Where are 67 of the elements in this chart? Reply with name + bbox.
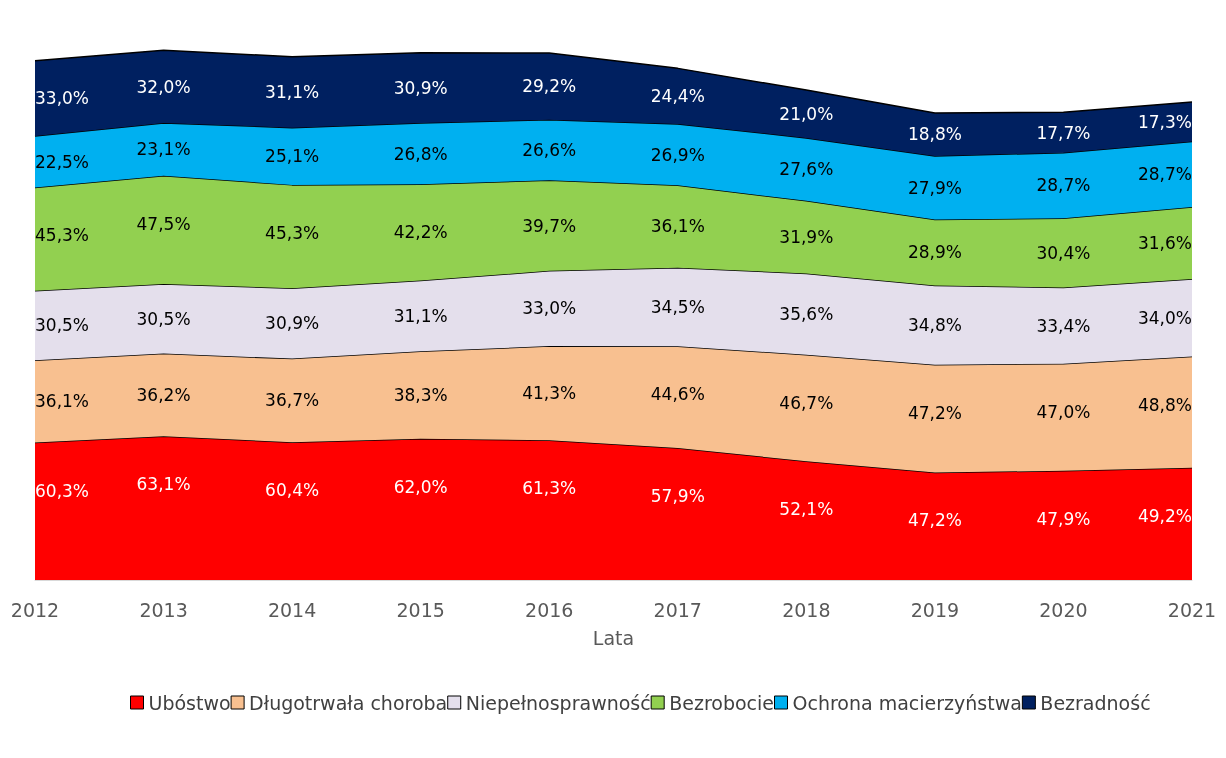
data-label: 27,9% bbox=[907, 177, 962, 198]
data-label: 34,5% bbox=[650, 296, 705, 317]
data-label: 46,7% bbox=[779, 392, 834, 413]
legend-label: Długotrwała choroba bbox=[249, 691, 448, 714]
legend-label: Ubóstwo bbox=[148, 691, 231, 714]
x-tick-label: 2015 bbox=[396, 598, 445, 621]
x-tick-label: 2014 bbox=[267, 598, 317, 621]
data-label: 34,0% bbox=[1137, 307, 1192, 328]
data-label: 33,0% bbox=[522, 298, 577, 319]
data-label: 31,6% bbox=[1137, 233, 1192, 254]
data-label: 48,8% bbox=[1137, 394, 1192, 415]
legend-label: Niepełnosprawność bbox=[465, 691, 651, 714]
legend-label: Bezradność bbox=[1040, 691, 1151, 714]
data-label: 18,8% bbox=[907, 124, 962, 145]
x-tick-label: 2012 bbox=[10, 598, 60, 621]
x-tick-label: 2013 bbox=[139, 598, 188, 621]
data-label: 27,6% bbox=[779, 159, 834, 180]
data-label: 29,2% bbox=[522, 76, 577, 97]
data-label: 42,2% bbox=[393, 222, 448, 243]
data-label: 30,9% bbox=[265, 313, 320, 334]
data-label: 30,4% bbox=[1036, 242, 1091, 263]
data-label: 45,3% bbox=[35, 225, 90, 246]
data-label: 24,4% bbox=[650, 86, 705, 107]
data-label: 32,0% bbox=[136, 76, 191, 97]
data-label: 30,9% bbox=[393, 77, 448, 98]
data-label: 17,7% bbox=[1036, 122, 1091, 143]
data-label: 30,5% bbox=[35, 315, 90, 336]
data-label: 31,9% bbox=[779, 227, 834, 248]
data-label: 47,5% bbox=[136, 213, 191, 234]
data-label: 31,1% bbox=[393, 305, 448, 326]
data-label: 36,1% bbox=[650, 216, 705, 237]
data-label: 44,6% bbox=[650, 384, 705, 405]
data-label: 47,2% bbox=[907, 402, 962, 423]
data-label: 31,1% bbox=[265, 82, 320, 103]
x-tick-label: 2020 bbox=[1039, 598, 1088, 621]
data-label: 25,1% bbox=[265, 146, 320, 167]
data-label: 30,5% bbox=[136, 308, 191, 329]
data-label: 26,6% bbox=[522, 139, 577, 160]
data-label: 33,4% bbox=[1036, 315, 1091, 336]
data-label: 38,3% bbox=[393, 384, 448, 405]
data-label: 28,7% bbox=[1036, 175, 1091, 196]
x-tick-label: 2018 bbox=[782, 598, 831, 621]
x-tick-label: 2021 bbox=[1167, 598, 1217, 621]
x-tick-label: 2016 bbox=[525, 598, 574, 621]
data-label: 26,9% bbox=[650, 144, 705, 165]
data-label: 39,7% bbox=[522, 215, 577, 236]
data-label: 28,9% bbox=[907, 242, 962, 263]
legend-label: Bezrobocie bbox=[669, 691, 775, 714]
data-label: 22,5% bbox=[35, 151, 90, 172]
data-label: 21,0% bbox=[779, 103, 834, 124]
data-label: 41,3% bbox=[522, 383, 577, 404]
data-label: 23,1% bbox=[136, 139, 191, 160]
data-label: 35,6% bbox=[779, 304, 834, 325]
data-label: 47,0% bbox=[1036, 401, 1091, 422]
x-tick-label: 2017 bbox=[653, 598, 702, 621]
data-label: 36,2% bbox=[136, 384, 191, 405]
x-tick-label: 2019 bbox=[910, 598, 960, 621]
data-label: 36,1% bbox=[35, 391, 90, 412]
data-label: 34,8% bbox=[907, 315, 962, 336]
x-axis-title: Lata bbox=[592, 626, 635, 649]
data-label: 17,3% bbox=[1137, 111, 1192, 132]
data-label: 36,7% bbox=[265, 390, 320, 411]
data-label: 26,8% bbox=[393, 143, 448, 164]
legend-label: Ochrona macierzyństwa bbox=[792, 691, 1022, 714]
data-label: 45,3% bbox=[265, 222, 320, 243]
data-label: 28,7% bbox=[1137, 164, 1192, 185]
data-label: 33,0% bbox=[35, 88, 90, 109]
